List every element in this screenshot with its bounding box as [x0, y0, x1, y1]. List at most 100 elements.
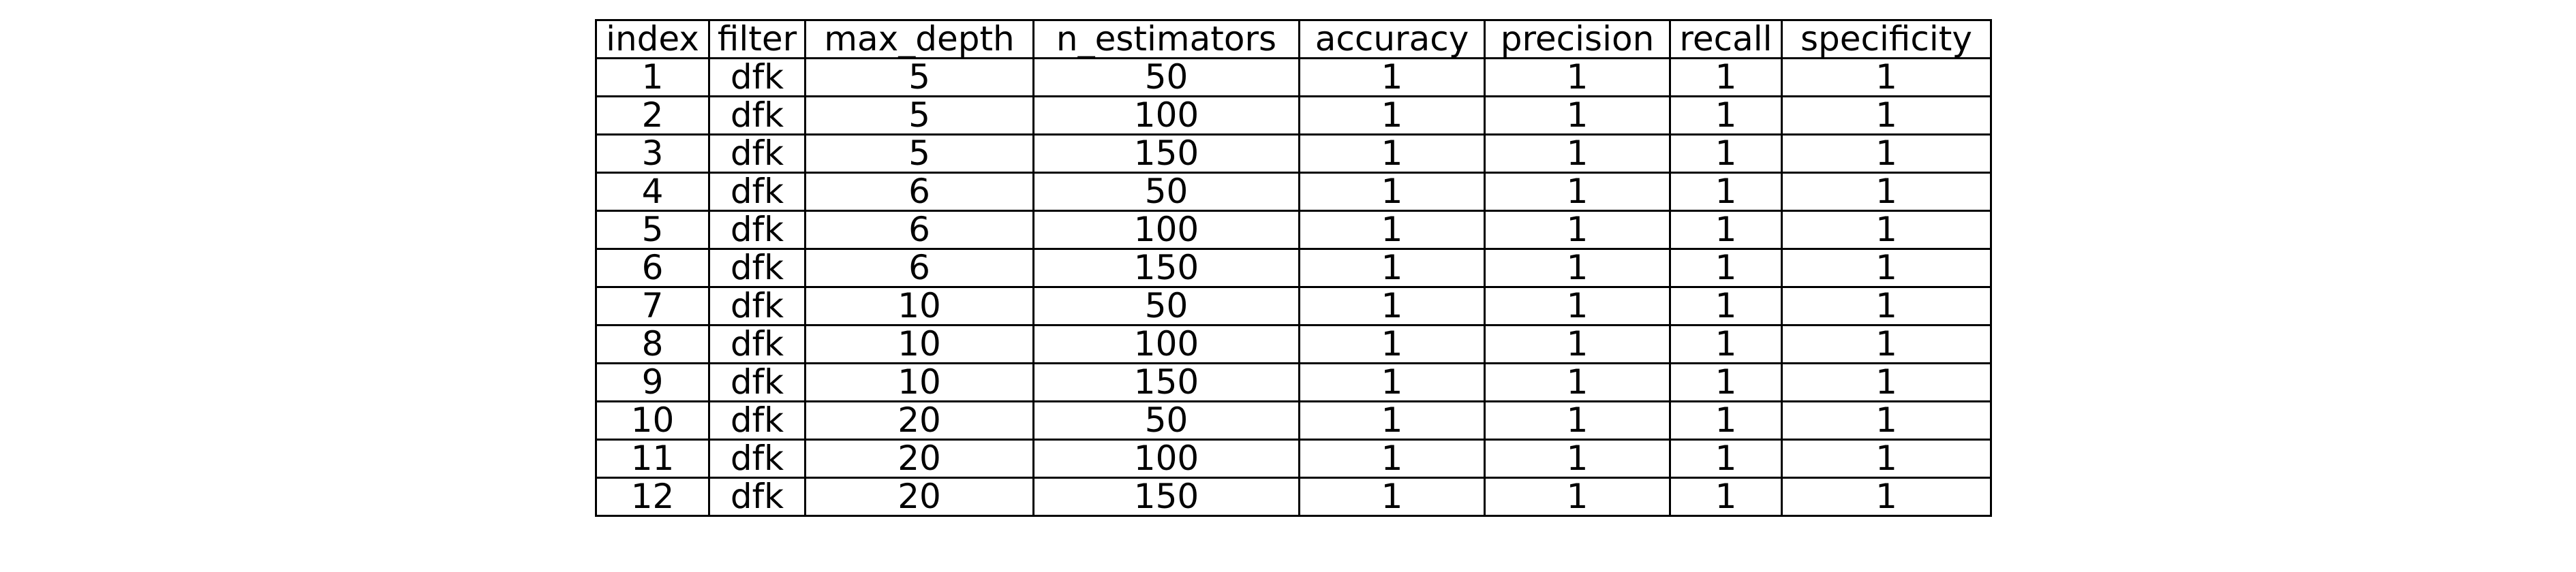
- cell-index: 6: [595, 248, 710, 288]
- cell-recall: 1: [1669, 439, 1783, 479]
- cell-specificity: 1: [1781, 210, 1992, 250]
- cell-index: 9: [595, 362, 710, 402]
- header-row: index filter max_depth n_estimators accuracy…: [595, 19, 1992, 59]
- cell-precision: 1: [1484, 400, 1671, 441]
- cell-n-estimators: 150: [1032, 477, 1300, 517]
- cell-accuracy: 1: [1298, 248, 1486, 288]
- cell-specificity: 1: [1781, 477, 1992, 517]
- cell-precision: 1: [1484, 133, 1671, 174]
- cell-recall: 1: [1669, 400, 1783, 441]
- cell-n-estimators: 100: [1032, 95, 1300, 136]
- cell-max-depth: 20: [804, 400, 1034, 441]
- cell-recall: 1: [1669, 477, 1783, 517]
- cell-filter: dfk: [708, 400, 806, 441]
- cell-accuracy: 1: [1298, 439, 1486, 479]
- cell-recall: 1: [1669, 362, 1783, 402]
- cell-accuracy: 1: [1298, 172, 1486, 212]
- cell-accuracy: 1: [1298, 210, 1486, 250]
- cell-index: 7: [595, 286, 710, 326]
- cell-index: 11: [595, 439, 710, 479]
- cell-precision: 1: [1484, 324, 1671, 364]
- table-row: 1 dfk 5 50 1 1 1 1: [595, 57, 1992, 97]
- column-header-n-estimators: n_estimators: [1032, 19, 1300, 59]
- cell-filter: dfk: [708, 324, 806, 364]
- cell-filter: dfk: [708, 439, 806, 479]
- cell-specificity: 1: [1781, 362, 1992, 402]
- column-header-max-depth: max_depth: [804, 19, 1034, 59]
- table-row: 10 dfk 20 50 1 1 1 1: [595, 400, 1992, 441]
- cell-accuracy: 1: [1298, 324, 1486, 364]
- cell-filter: dfk: [708, 172, 806, 212]
- column-header-index: index: [595, 19, 710, 59]
- table-row: 12 dfk 20 150 1 1 1 1: [595, 477, 1992, 517]
- cell-filter: dfk: [708, 362, 806, 402]
- cell-specificity: 1: [1781, 133, 1992, 174]
- table-row: 9 dfk 10 150 1 1 1 1: [595, 362, 1992, 402]
- cell-specificity: 1: [1781, 439, 1992, 479]
- cell-n-estimators: 100: [1032, 210, 1300, 250]
- cell-precision: 1: [1484, 286, 1671, 326]
- cell-max-depth: 5: [804, 95, 1034, 136]
- cell-n-estimators: 50: [1032, 172, 1300, 212]
- cell-filter: dfk: [708, 477, 806, 517]
- table-row: 5 dfk 6 100 1 1 1 1: [595, 210, 1992, 250]
- cell-index: 12: [595, 477, 710, 517]
- table-body: 1 dfk 5 50 1 1 1 1 2 dfk 5 100 1 1 1 1 3 dfk 5 150 1 1 1 1 4 dfk 6…: [595, 57, 1992, 517]
- cell-index: 5: [595, 210, 710, 250]
- cell-accuracy: 1: [1298, 95, 1486, 136]
- cell-specificity: 1: [1781, 172, 1992, 212]
- cell-n-estimators: 150: [1032, 133, 1300, 174]
- cell-max-depth: 6: [804, 172, 1034, 212]
- cell-accuracy: 1: [1298, 400, 1486, 441]
- cell-precision: 1: [1484, 362, 1671, 402]
- cell-recall: 1: [1669, 210, 1783, 250]
- cell-filter: dfk: [708, 133, 806, 174]
- cell-specificity: 1: [1781, 324, 1992, 364]
- table-row: 4 dfk 6 50 1 1 1 1: [595, 172, 1992, 212]
- cell-specificity: 1: [1781, 286, 1992, 326]
- cell-index: 8: [595, 324, 710, 364]
- cell-index: 10: [595, 400, 710, 441]
- cell-max-depth: 20: [804, 439, 1034, 479]
- cell-precision: 1: [1484, 210, 1671, 250]
- cell-specificity: 1: [1781, 95, 1992, 136]
- cell-index: 4: [595, 172, 710, 212]
- cell-max-depth: 10: [804, 324, 1034, 364]
- cell-n-estimators: 100: [1032, 324, 1300, 364]
- column-header-filter: filter: [708, 19, 806, 59]
- cell-recall: 1: [1669, 95, 1783, 136]
- cell-accuracy: 1: [1298, 57, 1486, 97]
- column-header-recall: recall: [1669, 19, 1783, 59]
- cell-precision: 1: [1484, 172, 1671, 212]
- cell-n-estimators: 50: [1032, 286, 1300, 326]
- cell-recall: 1: [1669, 324, 1783, 364]
- cell-max-depth: 10: [804, 286, 1034, 326]
- results-table: index filter max_depth n_estimators accuracy…: [595, 19, 1992, 517]
- cell-precision: 1: [1484, 248, 1671, 288]
- cell-n-estimators: 150: [1032, 362, 1300, 402]
- cell-filter: dfk: [708, 248, 806, 288]
- cell-index: 2: [595, 95, 710, 136]
- cell-specificity: 1: [1781, 248, 1992, 288]
- cell-index: 1: [595, 57, 710, 97]
- table-row: 2 dfk 5 100 1 1 1 1: [595, 95, 1992, 136]
- cell-filter: dfk: [708, 286, 806, 326]
- cell-recall: 1: [1669, 133, 1783, 174]
- cell-precision: 1: [1484, 477, 1671, 517]
- column-header-specificity: specificity: [1781, 19, 1992, 59]
- cell-n-estimators: 100: [1032, 439, 1300, 479]
- table-row: 7 dfk 10 50 1 1 1 1: [595, 286, 1992, 326]
- table-row: 8 dfk 10 100 1 1 1 1: [595, 324, 1992, 364]
- cell-max-depth: 5: [804, 133, 1034, 174]
- table-row: 3 dfk 5 150 1 1 1 1: [595, 133, 1992, 174]
- cell-specificity: 1: [1781, 400, 1992, 441]
- cell-max-depth: 10: [804, 362, 1034, 402]
- cell-specificity: 1: [1781, 57, 1992, 97]
- cell-n-estimators: 150: [1032, 248, 1300, 288]
- cell-n-estimators: 50: [1032, 400, 1300, 441]
- cell-recall: 1: [1669, 172, 1783, 212]
- cell-max-depth: 6: [804, 248, 1034, 288]
- cell-recall: 1: [1669, 286, 1783, 326]
- table-row: 11 dfk 20 100 1 1 1 1: [595, 439, 1992, 479]
- cell-recall: 1: [1669, 248, 1783, 288]
